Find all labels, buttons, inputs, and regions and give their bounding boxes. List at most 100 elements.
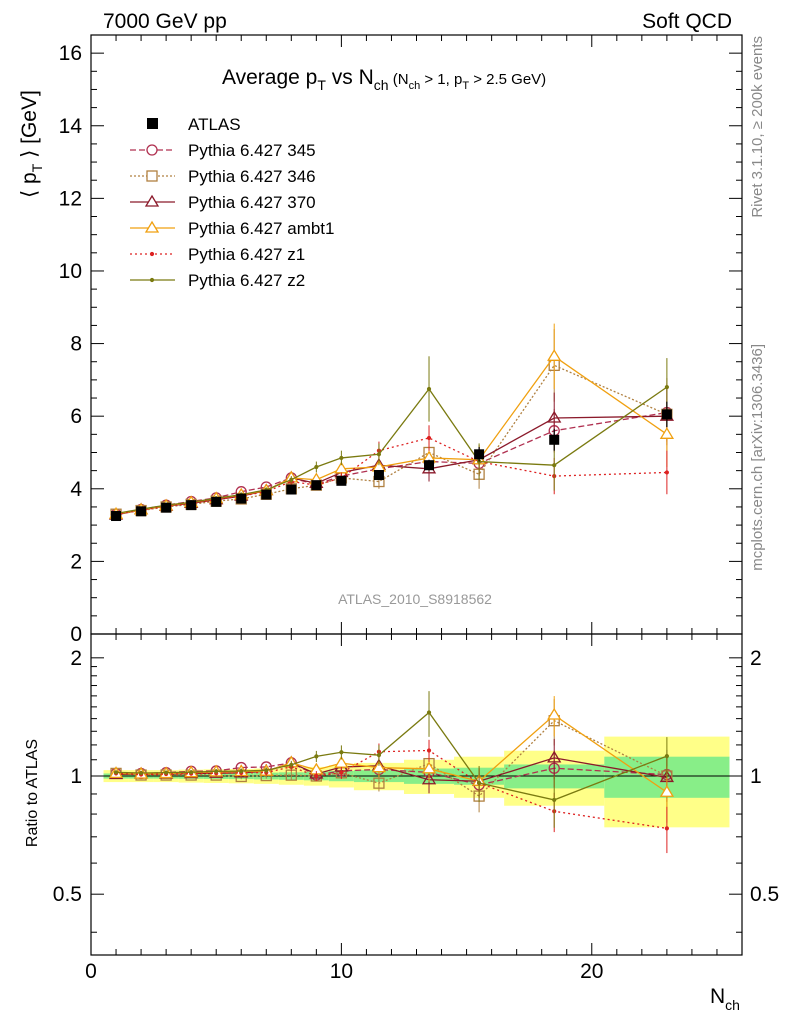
x-tick-label: 20	[580, 960, 603, 983]
series-line-main	[115, 355, 668, 515]
series-marker	[339, 455, 344, 461]
header-left: 7000 GeV pp	[103, 10, 227, 33]
atlas-data-point	[111, 511, 122, 522]
atlas-data-point	[311, 480, 322, 491]
y-tick-label: 10	[59, 260, 82, 283]
atlas-data-point	[474, 449, 485, 460]
y-tick-label: 2	[70, 550, 82, 573]
series-marker-ratio	[664, 826, 669, 831]
analysis-watermark: ATLAS_2010_S8918562	[338, 591, 492, 607]
series-marker	[426, 435, 432, 441]
main-title: Average pT vs Nch (Nch > 1, pT > 2.5 GeV…	[222, 66, 546, 93]
series-marker	[664, 385, 669, 390]
legend-marker	[149, 251, 155, 257]
atlas-data-point	[286, 484, 297, 495]
ratio-plot-frame	[90, 633, 743, 956]
legend-marker-atlas	[147, 118, 158, 129]
x-tick-label: 0	[85, 960, 97, 983]
atlas-data-point	[373, 469, 384, 480]
series-marker-ratio	[426, 748, 432, 753]
legend-marker	[146, 144, 158, 156]
series-marker	[289, 477, 294, 482]
side-text-rivet: Rivet 3.1.10, ≥ 200k events	[749, 36, 766, 218]
series-marker-ratio	[239, 768, 244, 774]
atlas-data-point	[136, 506, 147, 517]
series-marker-ratio	[547, 707, 562, 720]
y-tick-label: 14	[59, 115, 83, 138]
legend-label: Pythia 6.427 ambt1	[188, 219, 334, 238]
series-marker-ratio	[214, 769, 219, 774]
y-axis-label-ratio: Ratio to ATLAS	[24, 739, 41, 847]
series-marker-ratio	[552, 797, 557, 803]
ratio-y-tick-label: 0.5	[53, 883, 82, 906]
legend-marker	[144, 220, 160, 233]
series-marker-ratio	[426, 710, 432, 715]
series-marker	[664, 470, 669, 475]
series-marker-ratio	[421, 772, 437, 785]
series-line-main	[115, 364, 668, 515]
atlas-data-point	[186, 500, 197, 511]
series-marker-ratio	[547, 750, 562, 763]
y-axis-label-main: ⟨ pT ⟩ [GeV]	[18, 90, 45, 198]
series-marker-ratio	[289, 762, 294, 767]
series-marker-ratio	[138, 770, 144, 776]
series-marker-ratio	[421, 761, 437, 774]
atlas-data-point	[161, 502, 172, 513]
series-line-main	[115, 437, 667, 515]
atlas-data-point	[424, 460, 435, 471]
atlas-data-point	[549, 434, 560, 445]
legend-label: Pythia 6.427 z1	[188, 245, 305, 264]
series-marker-ratio	[659, 784, 675, 797]
legend-label: Pythia 6.427 346	[188, 167, 316, 186]
legend-label: Pythia 6.427 z2	[188, 271, 305, 290]
ratio-y-tick-label-right: 2	[750, 647, 762, 670]
ratio-y-tick-label-right: 1	[750, 765, 762, 788]
series-marker-ratio	[113, 770, 119, 775]
legend-marker	[149, 277, 155, 283]
header-right: Soft QCD	[642, 10, 732, 33]
atlas-data-point	[336, 475, 347, 486]
series-marker-ratio	[339, 770, 344, 775]
y-tick-label: 0	[70, 623, 82, 646]
series-marker-ratio	[164, 770, 169, 775]
series-marker-ratio	[314, 754, 319, 759]
series-line-main	[115, 386, 668, 515]
legend-label: Pythia 6.427 345	[188, 141, 316, 160]
series-marker-ratio	[376, 753, 382, 758]
atlas-data-point	[661, 409, 672, 420]
series-marker	[376, 452, 382, 457]
y-tick-label: 4	[70, 478, 82, 501]
series-marker-ratio	[189, 770, 194, 775]
series-marker	[314, 464, 319, 470]
atlas-data-point	[261, 489, 272, 500]
y-tick-label: 8	[70, 333, 82, 356]
atlas-data-point	[236, 493, 247, 504]
y-tick-label: 12	[59, 187, 82, 210]
series-marker-ratio	[373, 777, 385, 789]
x-tick-label: 10	[330, 960, 353, 983]
legend-label: Pythia 6.427 370	[188, 193, 316, 212]
legend-marker	[144, 194, 160, 207]
side-text-mcplots: mcplots.cern.ch [arXiv:1306.3436]	[749, 344, 766, 571]
y-tick-label: 16	[59, 42, 82, 65]
series-marker	[426, 386, 432, 392]
ratio-y-tick-label: 2	[70, 647, 82, 670]
legend-marker	[146, 170, 158, 182]
x-axis-label: Nch	[710, 985, 740, 1013]
series-marker-ratio	[371, 760, 387, 773]
series-marker-ratio	[664, 753, 669, 759]
y-tick-label: 6	[70, 405, 82, 428]
series-marker-ratio	[476, 780, 482, 786]
atlas-data-point	[211, 496, 222, 507]
series-marker	[552, 463, 557, 468]
series-marker	[659, 427, 675, 439]
series-marker	[547, 349, 562, 361]
series-marker-ratio	[339, 750, 344, 755]
series-line-main	[115, 411, 667, 515]
legend-label-atlas: ATLAS	[188, 115, 241, 134]
series-marker-ratio	[264, 768, 269, 773]
ratio-y-tick-label-right: 0.5	[750, 883, 779, 906]
series-marker	[547, 410, 562, 423]
ratio-y-tick-label: 1	[70, 765, 82, 788]
